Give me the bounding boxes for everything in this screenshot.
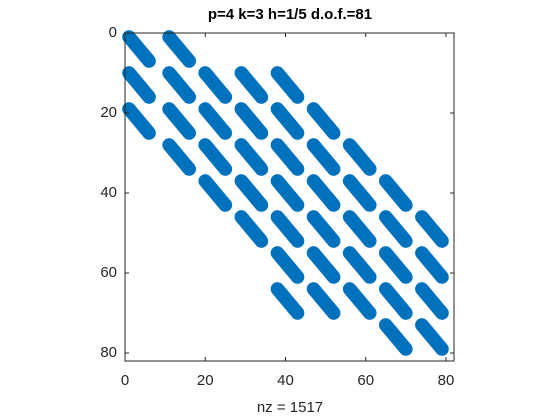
nonzero-streak bbox=[234, 174, 269, 212]
nonzero-streak bbox=[162, 138, 197, 176]
nonzero-streak bbox=[270, 174, 305, 212]
nonzero-streak bbox=[306, 174, 341, 212]
nonzero-streak bbox=[198, 102, 233, 140]
nonzero-streak bbox=[122, 30, 156, 68]
x-tick-label: 40 bbox=[277, 372, 294, 389]
nonzero-streak bbox=[198, 138, 233, 176]
nonzero-streak bbox=[415, 282, 449, 320]
nonzero-streak bbox=[122, 66, 156, 104]
nonzero-streak bbox=[306, 210, 341, 248]
nonzero-streak bbox=[270, 138, 305, 176]
nonzero-streak bbox=[270, 66, 305, 104]
nonzero-streak bbox=[378, 282, 413, 320]
nonzero-streak bbox=[306, 246, 341, 284]
nonzero-streak bbox=[198, 174, 233, 212]
nonzero-streak bbox=[306, 282, 341, 320]
nonzero-streak bbox=[162, 30, 197, 68]
nonzero-streak bbox=[270, 282, 305, 320]
nonzero-streak bbox=[378, 174, 413, 212]
y-tick-label: 80 bbox=[100, 344, 117, 361]
y-tick-label: 40 bbox=[100, 184, 117, 201]
nonzero-streak bbox=[342, 282, 377, 320]
x-tick-label: 80 bbox=[438, 372, 455, 389]
nonzero-streak bbox=[342, 246, 377, 284]
x-tick-label: 60 bbox=[357, 372, 374, 389]
nonzero-streak bbox=[198, 66, 233, 104]
nonzero-streak bbox=[270, 102, 305, 140]
nonzero-streak bbox=[270, 246, 305, 284]
nonzero-streak bbox=[234, 102, 269, 140]
nonzero-streak bbox=[378, 210, 413, 248]
nonzero-streak bbox=[306, 138, 341, 176]
nonzero-streak bbox=[122, 102, 156, 140]
nonzero-streak bbox=[342, 174, 377, 212]
x-tick-label: 20 bbox=[197, 372, 214, 389]
nonzero-streak bbox=[162, 66, 197, 104]
y-tick-label: 0 bbox=[109, 24, 117, 41]
nonzero-streak bbox=[415, 210, 449, 248]
nonzero-streak bbox=[415, 318, 449, 356]
nonzero-streak bbox=[234, 66, 269, 104]
nonzero-streak bbox=[342, 210, 377, 248]
nonzero-streak bbox=[342, 138, 377, 176]
nonzero-streak bbox=[378, 246, 413, 284]
x-axis-label: nz = 1517 bbox=[257, 399, 323, 416]
nonzero-streak bbox=[234, 138, 269, 176]
y-tick-label: 60 bbox=[100, 264, 117, 281]
axes-box bbox=[124, 32, 455, 362]
nonzero-streak bbox=[378, 318, 413, 356]
nonzero-streak bbox=[270, 210, 305, 248]
chart-title: p=4 k=3 h=1/5 d.o.f.=81 bbox=[208, 6, 372, 23]
nonzero-streak bbox=[162, 102, 197, 140]
x-tick-label: 0 bbox=[121, 372, 129, 389]
nonzero-streak bbox=[234, 210, 269, 248]
nonzero-streak bbox=[415, 246, 449, 284]
y-tick-label: 20 bbox=[100, 104, 117, 121]
nonzero-streak bbox=[306, 102, 341, 140]
